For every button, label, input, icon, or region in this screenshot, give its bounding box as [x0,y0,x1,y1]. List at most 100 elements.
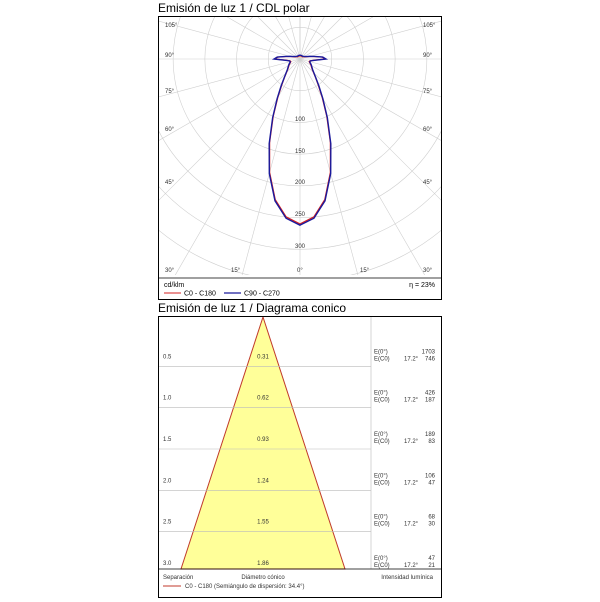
angle-label-right-105: 105° [423,23,436,29]
e0-value: 106 [425,473,436,479]
ec0-label: E(C0) [374,563,390,569]
diameter-value: 0.31 [257,354,269,360]
angle-value: 17.2° [404,439,419,445]
footer-diameter: Diámetro cónico [241,575,285,581]
ec0-label: E(C0) [374,398,390,404]
e0-value: 1703 [422,349,436,355]
angle-label-left-90: 90° [165,53,175,59]
radial-tick-150: 150 [295,149,306,155]
e0-label: E(0°) [374,556,388,562]
e0-value: 426 [425,391,436,397]
separation-value: 1.5 [163,437,172,443]
bottom-label-30-right: 30° [423,268,433,274]
angle-label-right-45: 45° [423,180,433,186]
e0-value: 68 [428,515,435,521]
angle-label-left-60: 60° [165,127,175,133]
ec0-value: 47 [428,480,435,486]
radial-tick-100: 100 [295,117,306,123]
series-c90-c270-curve [268,54,332,226]
ec0-label: E(C0) [374,439,390,445]
separation-value: 3.0 [163,561,172,567]
angle-value: 17.2° [404,356,419,362]
angle-label-right-90: 90° [423,53,433,59]
polar-grid-spoke [299,58,441,98]
ec0-value: 21 [428,563,435,569]
e0-value: 189 [425,432,436,438]
e0-label: E(0°) [374,473,388,479]
polar-chart: 105° 90° 75° 60° 45° 105° 90° 75° 60° 45… [159,17,441,298]
e0-label: E(0°) [374,391,388,397]
bottom-label-30-left: 30° [165,268,175,274]
cone-chart-box: 0.5 0.31 E(0°) E(C0) 17.2° 1703 746 1.0 0.62 E(0°… [158,315,442,598]
radial-tick-250: 250 [295,212,306,218]
angle-label-right-75: 75° [423,89,433,95]
polar-grid [159,17,441,275]
angle-label-left-45: 45° [165,180,175,186]
polar-grid-spoke [299,20,441,60]
polar-grid-spoke [159,58,301,141]
e0-label: E(0°) [374,515,388,521]
e0-value: 47 [428,556,435,562]
angle-value: 17.2° [404,563,419,569]
polar-grid-spoke [299,17,343,60]
radial-tick-300: 300 [295,244,306,250]
polar-grid-spoke [299,58,441,141]
radial-tick-200: 200 [295,180,306,186]
ec0-label: E(C0) [374,522,390,528]
polar-grid-spoke [299,17,374,60]
polar-grid-spoke [174,58,301,275]
ec0-value: 187 [425,398,436,404]
diameter-value: 1.24 [257,478,269,484]
polar-chart-box: 105° 90° 75° 60° 45° 105° 90° 75° 60° 45… [158,16,442,300]
polar-grid-spoke [159,20,301,60]
footer-intensity: Intensidad lumínica [381,575,433,581]
separation-value: 1.0 [163,396,172,402]
angle-value: 17.2° [404,398,419,404]
polar-grid-spoke [241,58,301,275]
polar-chart-title: Emisión de luz 1 / CDL polar [158,1,310,15]
e0-label: E(0°) [374,432,388,438]
ec0-value: 83 [428,439,435,445]
bottom-label-15-left: 15° [231,268,241,274]
bottom-label-15-right: 15° [360,268,370,274]
legend-label-c90: C90 - C270 [244,291,280,298]
cone-legend-label: C0 - C180 (Semiángulo de dispersión: 34.… [185,584,304,590]
diameter-value: 1.86 [257,561,269,567]
polar-grid-spoke [299,58,359,275]
polar-grid-spoke [299,58,426,275]
angle-value: 17.2° [404,522,419,528]
polar-grid-spoke [159,58,301,98]
separation-value: 2.0 [163,478,172,484]
legend-label-c0: C0 - C180 [184,291,216,298]
diameter-value: 0.93 [257,437,269,443]
angle-label-right-60: 60° [423,127,433,133]
ec0-label: E(C0) [374,480,390,486]
ec0-label: E(C0) [374,356,390,362]
separation-value: 2.5 [163,520,172,526]
ec0-value: 746 [425,356,436,362]
efficiency-label: η = 23% [409,282,435,289]
separation-value: 0.5 [163,354,172,360]
angle-value: 17.2° [404,480,419,486]
angle-label-left-105: 105° [165,23,178,29]
polar-labels: 105° 90° 75° 60° 45° 105° 90° 75° 60° 45… [165,23,436,274]
polar-grid-spoke [257,17,301,60]
bottom-label-0: 0° [297,268,303,274]
diameter-value: 0.62 [257,396,269,402]
polar-grid-spoke [159,58,301,201]
footer-separation: Separación [163,575,193,581]
unit-label: cd/klm [164,282,184,289]
polar-grid-spoke [299,58,441,201]
cone-chart-title: Emisión de luz 1 / Diagrama conico [158,301,347,315]
ec0-value: 30 [428,522,435,528]
diameter-value: 1.55 [257,520,269,526]
polar-grid-spoke [226,17,301,60]
